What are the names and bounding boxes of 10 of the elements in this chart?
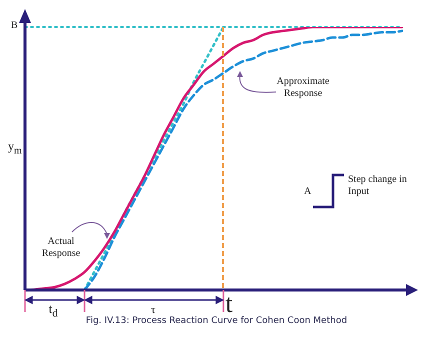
annotation: Approximate Response: [276, 76, 330, 99]
annotation: Actual Response: [40, 236, 82, 259]
text: Fig. IV.13: Process Reaction Curve for Cohen Coon Method: [86, 316, 348, 326]
x-axis-title: t: [225, 289, 233, 318]
ref-line-label: B: [11, 20, 18, 32]
text: t$_{d}$: [48, 301, 58, 320]
annotation: A: [304, 186, 312, 198]
text: τ: [150, 304, 156, 316]
annotation: Step change in Input: [348, 174, 408, 197]
y-axis-title: y$_{m}$: [8, 139, 22, 157]
